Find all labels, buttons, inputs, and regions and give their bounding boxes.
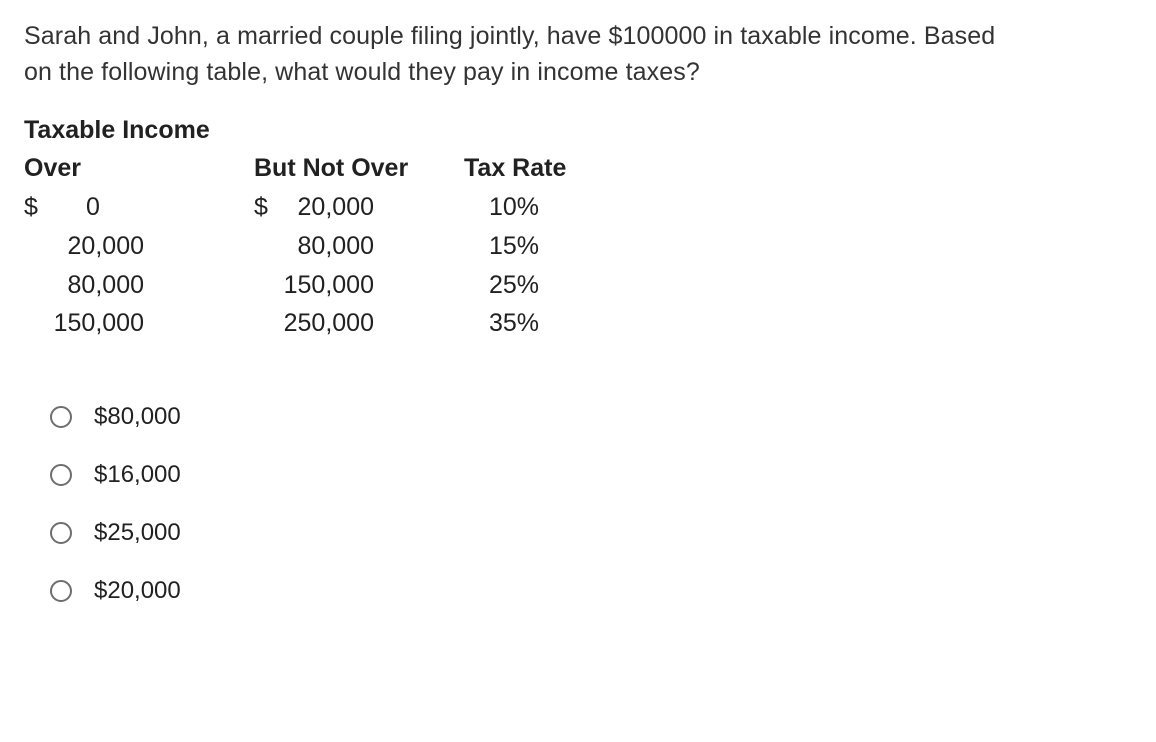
- cell-rate: 15%: [464, 227, 634, 266]
- table-row: 80,000 150,000 25%: [24, 266, 1132, 305]
- cell-over: 150,000: [24, 304, 254, 343]
- answer-options: $80,000 $16,000 $25,000 $20,000: [24, 403, 1132, 605]
- rate-value: 25%: [464, 266, 564, 305]
- header-tax-rate: Tax Rate: [464, 149, 634, 188]
- over-amount: 150,000: [24, 304, 144, 343]
- question-text: Sarah and John, a married couple filing …: [24, 18, 1132, 91]
- table-title-row: Taxable Income: [24, 111, 1132, 150]
- header-but-not-over: But Not Over: [254, 149, 464, 188]
- option-label: $80,000: [94, 403, 181, 431]
- dollar-sign: $: [24, 188, 42, 227]
- cell-over: 80,000: [24, 266, 254, 305]
- question-line-2: on the following table, what would they …: [24, 58, 700, 86]
- question-line-1: Sarah and John, a married couple filing …: [24, 22, 995, 50]
- dollar-sign: $: [254, 188, 272, 227]
- but-amount: 80,000: [254, 227, 374, 266]
- radio-icon: [50, 580, 72, 602]
- header-over: Over: [24, 149, 254, 188]
- table-header-row: Over But Not Over Tax Rate: [24, 149, 1132, 188]
- but-amount: 20,000: [272, 188, 374, 227]
- cell-rate: 25%: [464, 266, 634, 305]
- cell-but-not-over: 80,000: [254, 227, 464, 266]
- over-amount: 20,000: [24, 227, 144, 266]
- option-label: $20,000: [94, 577, 181, 605]
- page-root: Sarah and John, a married couple filing …: [0, 0, 1156, 659]
- over-amount: 80,000: [24, 266, 144, 305]
- cell-rate: 10%: [464, 188, 634, 227]
- but-amount: 150,000: [254, 266, 374, 305]
- answer-option-b[interactable]: $16,000: [50, 461, 1132, 489]
- answer-option-c[interactable]: $25,000: [50, 519, 1132, 547]
- cell-but-not-over: 250,000: [254, 304, 464, 343]
- cell-but-not-over: $ 20,000: [254, 188, 464, 227]
- tax-table: Taxable Income Over But Not Over Tax Rat…: [24, 111, 1132, 344]
- rate-value: 15%: [464, 227, 564, 266]
- radio-icon: [50, 522, 72, 544]
- table-row: $ 0 $ 20,000 10%: [24, 188, 1132, 227]
- option-label: $25,000: [94, 519, 181, 547]
- table-row: 150,000 250,000 35%: [24, 304, 1132, 343]
- radio-icon: [50, 406, 72, 428]
- cell-but-not-over: 150,000: [254, 266, 464, 305]
- over-amount: 0: [42, 188, 144, 227]
- cell-rate: 35%: [464, 304, 634, 343]
- cell-over: 20,000: [24, 227, 254, 266]
- rate-value: 10%: [464, 188, 564, 227]
- table-row: 20,000 80,000 15%: [24, 227, 1132, 266]
- option-label: $16,000: [94, 461, 181, 489]
- but-amount: 250,000: [254, 304, 374, 343]
- table-title: Taxable Income: [24, 111, 254, 150]
- cell-over: $ 0: [24, 188, 254, 227]
- answer-option-a[interactable]: $80,000: [50, 403, 1132, 431]
- answer-option-d[interactable]: $20,000: [50, 577, 1132, 605]
- radio-icon: [50, 464, 72, 486]
- rate-value: 35%: [464, 304, 564, 343]
